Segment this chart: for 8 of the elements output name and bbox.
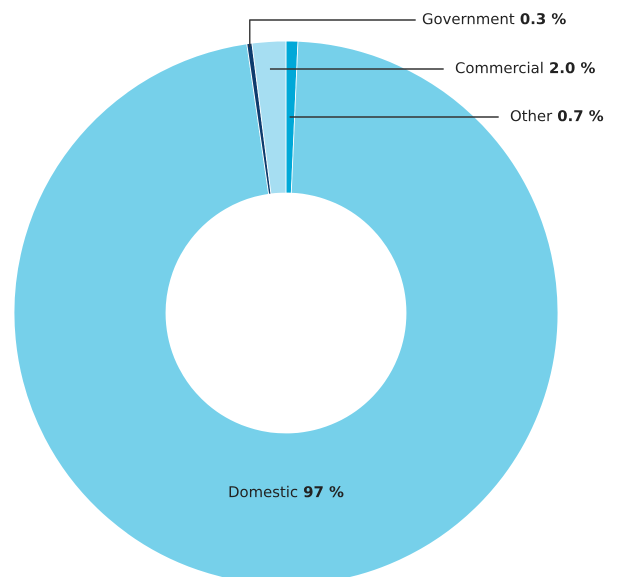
data-label: 0.7 %: [558, 110, 604, 122]
data-label: 0.3 %: [520, 13, 566, 24]
slice-label: Other: [510, 110, 552, 122]
data-label: 2.0 %: [550, 62, 595, 74]
data-label: 97 %: [304, 486, 344, 498]
slice-label: Domestic: [230, 486, 298, 498]
slice-label: Government: [422, 13, 514, 24]
slice-label: Commercial: [456, 62, 542, 74]
